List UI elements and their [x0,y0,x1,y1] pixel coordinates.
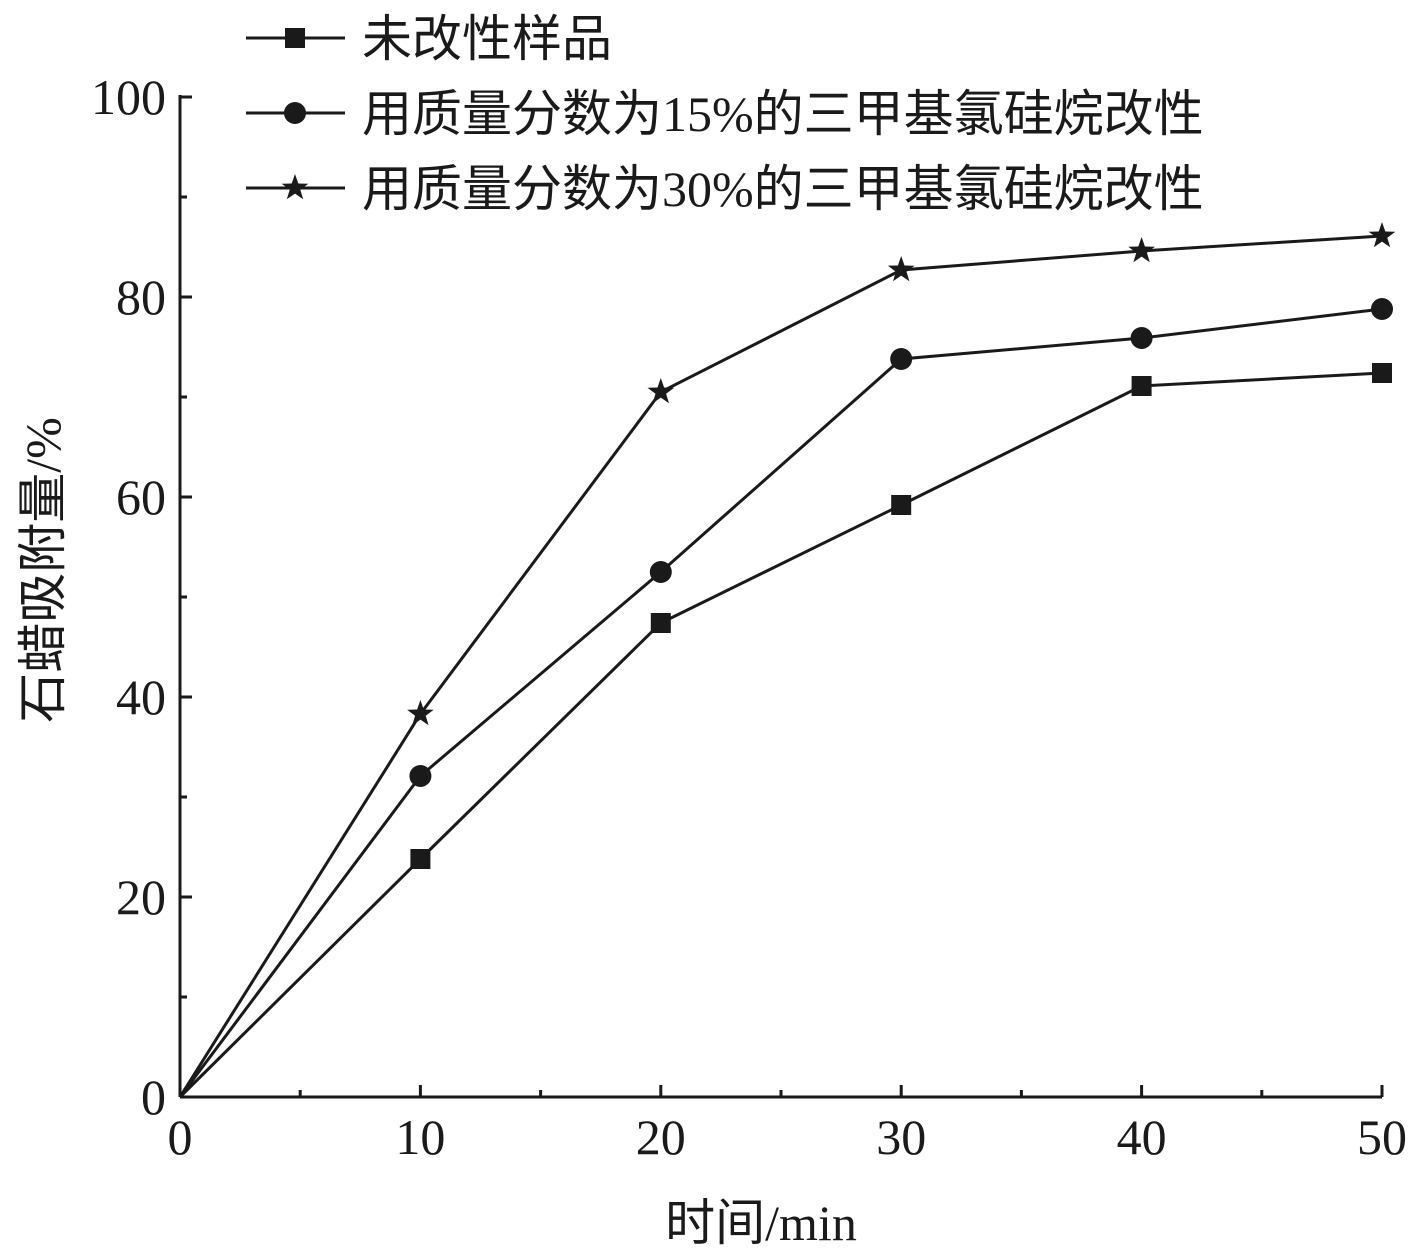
series-line [178,307,1383,1098]
series-line [178,371,1383,1099]
y-axis-title: 石蜡吸附量/% [15,417,71,723]
axes [178,95,1382,1099]
data-point-square [410,849,431,869]
legend-marker-square [285,28,305,48]
x-tick-label: 30 [876,1109,926,1165]
y-tick-label: 80 [116,269,166,325]
legend-item: 用质量分数为30%的三甲基氯硅烷改性 [246,161,1204,217]
data-point-star [1128,237,1155,263]
y-tick-label: 40 [116,669,166,725]
x-tick-label: 10 [395,1109,445,1165]
legend: 未改性样品用质量分数为15%的三甲基氯硅烷改性用质量分数为30%的三甲基氯硅烷改… [246,11,1204,217]
data-point-star [1368,222,1396,248]
legend-marker-circle [284,102,306,124]
legend-item: 未改性样品 [246,11,612,67]
data-point-circle [649,561,672,583]
y-tick-label: 20 [116,869,166,925]
x-tick-label: 50 [1357,1109,1407,1165]
series-circle [178,298,1393,1098]
x-tick-label: 20 [636,1109,686,1165]
series-star [178,222,1396,1098]
series-square [178,363,1392,1099]
legend-label: 未改性样品 [362,11,612,67]
data-point-square [1372,363,1392,383]
legend-marker-star [281,174,309,200]
data-point-star [887,256,915,282]
y-tick-label: 100 [91,69,166,125]
data-point-star [407,700,434,726]
data-point-star [647,378,675,404]
data-point-square [650,613,671,633]
data-point-square [1131,376,1152,396]
ticks: 0 20 40 60 80 100 0 10 20 30 40 50 [91,69,1407,1165]
series-line [178,234,1383,1098]
legend-item: 用质量分数为15%的三甲基氯硅烷改性 [246,86,1204,142]
x-tick-label: 40 [1117,1109,1167,1165]
data-point-circle [409,765,432,787]
data-point-circle [1130,327,1153,349]
y-tick-label: 0 [141,1069,166,1125]
data-point-square [891,495,912,515]
y-tick-label: 60 [116,469,166,525]
x-tick-label: 0 [168,1109,193,1165]
x-axis-title: 时间/min [665,1195,857,1251]
series [178,222,1396,1099]
legend-label: 用质量分数为30%的三甲基氯硅烷改性 [362,161,1204,217]
legend-label: 用质量分数为15%的三甲基氯硅烷改性 [362,86,1204,142]
data-point-circle [890,348,913,370]
data-point-circle [1371,298,1393,320]
